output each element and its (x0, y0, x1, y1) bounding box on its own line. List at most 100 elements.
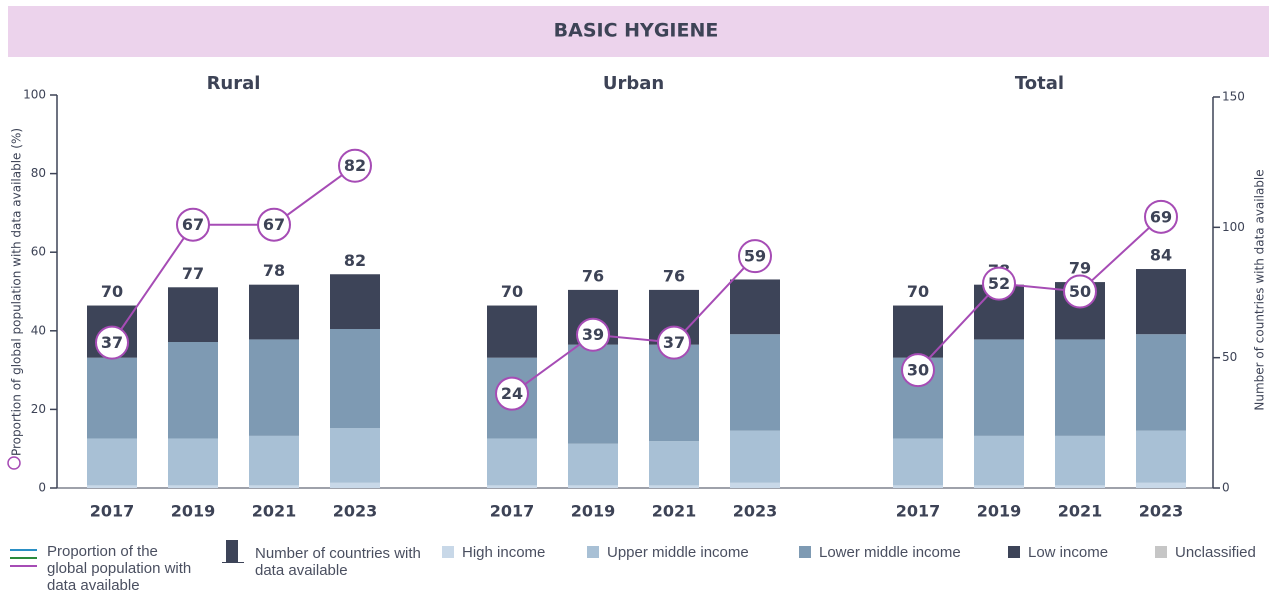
proportion-label: 30 (907, 361, 929, 380)
proportion-marker (738, 239, 772, 274)
x-tick-label: 2023 (733, 502, 778, 521)
legend-bar-icon (222, 540, 244, 563)
y2-tick-label: 100 (1222, 220, 1245, 234)
bar-segment (249, 339, 299, 436)
x-tick-label: 2019 (977, 502, 1022, 521)
legend-label: Low income (1028, 544, 1109, 561)
bar-total-label: 76 (582, 266, 604, 285)
x-tick-label: 2021 (252, 502, 297, 521)
x-tick-label: 2021 (1058, 502, 1103, 521)
bar-segment (974, 435, 1024, 486)
y2-tick-label: 50 (1222, 350, 1237, 364)
bar-segment (249, 435, 299, 486)
y-tick-label: 80 (31, 166, 46, 180)
bar-segment (1136, 269, 1186, 335)
bar-total-label: 84 (1150, 246, 1172, 265)
y2-tick-label: 150 (1222, 90, 1245, 104)
bar-total-label: 77 (182, 264, 204, 283)
legend-label: Unclassified (1175, 544, 1256, 561)
bar-segment (974, 485, 1024, 488)
bar-total-label: 76 (663, 266, 685, 285)
bar-segment (168, 287, 218, 343)
proportion-label: 82 (344, 156, 366, 175)
proportion-label: 39 (582, 325, 604, 344)
bar-segment (730, 482, 780, 488)
bar-segment (1055, 485, 1105, 488)
bar-segment (330, 428, 380, 483)
bar-segment (730, 430, 780, 483)
y-tick-label: 40 (31, 323, 46, 337)
y-axis-label-icon (7, 456, 21, 470)
bar-segment (893, 485, 943, 488)
bar-segment (87, 357, 137, 439)
x-tick-label: 2019 (171, 502, 216, 521)
bar-segment (568, 485, 618, 488)
bar-segment (568, 443, 618, 486)
panel-title: Total (1015, 73, 1064, 94)
panel-title: Urban (603, 73, 664, 94)
proportion-marker (1063, 274, 1097, 309)
legend-line-label: Proportion of the global population with… (47, 543, 192, 594)
proportion-line (111, 164, 356, 344)
x-tick-label: 2023 (333, 502, 378, 521)
x-tick-label: 2021 (652, 502, 697, 521)
x-tick-label: 2023 (1139, 502, 1184, 521)
bar-segment (974, 339, 1024, 436)
legend-swatch (799, 546, 811, 558)
proportion-marker (982, 266, 1016, 301)
bar-segment (730, 334, 780, 431)
y-tick-label: 20 (31, 402, 46, 416)
bar-segment (893, 305, 943, 358)
chart-title: BASIC HYGIENE (554, 20, 719, 42)
proportion-marker (657, 325, 691, 360)
bar-segment (330, 328, 380, 429)
bar-segment (1055, 435, 1105, 486)
bar-segment (249, 284, 299, 340)
title-banner (8, 6, 1269, 57)
legend-line-icon (10, 549, 37, 567)
bar-segment (568, 344, 618, 444)
legend-bar-label: Number of countries with data available (255, 545, 421, 579)
bar-segment (168, 342, 218, 439)
legend-label: High income (462, 544, 546, 561)
bar-total-label: 70 (101, 282, 123, 301)
proportion-marker (95, 325, 129, 360)
proportion-label: 67 (263, 215, 285, 234)
panel-title: Rural (207, 73, 261, 94)
bar-segment (1136, 334, 1186, 431)
y2-tick-label: 0 (1222, 481, 1230, 495)
x-tick-label: 2019 (571, 502, 616, 521)
legend-swatch (442, 546, 454, 558)
bar-segment (487, 305, 537, 358)
bar-total-label: 70 (501, 282, 523, 301)
proportion-label: 37 (663, 333, 685, 352)
bar-segment (487, 438, 537, 486)
bar-segment (1136, 430, 1186, 483)
proportion-marker (338, 148, 372, 183)
bar-segment (487, 485, 537, 488)
bar-total-label: 70 (907, 282, 929, 301)
bar-total-label: 78 (263, 261, 285, 280)
x-tick-label: 2017 (490, 502, 535, 521)
bar-segment (87, 485, 137, 488)
y-tick-label: 0 (38, 481, 46, 495)
bar-segment (168, 438, 218, 486)
proportion-marker (257, 207, 291, 242)
bar-total-label: 79 (1069, 259, 1091, 278)
proportion-label: 67 (182, 215, 204, 234)
legend-swatch (1008, 546, 1020, 558)
bar-total-label: 82 (344, 251, 366, 270)
proportion-line (511, 255, 756, 395)
bar-segment (330, 274, 380, 329)
bar-segment (893, 438, 943, 486)
proportion-marker (901, 353, 935, 388)
proportion-marker (576, 317, 610, 352)
y-axis-label: Proportion of global population with dat… (10, 128, 24, 456)
proportion-label: 59 (744, 247, 766, 266)
bar-segment (249, 485, 299, 488)
proportion-marker (495, 376, 529, 411)
y-tick-label: 100 (23, 88, 46, 102)
bar-segment (649, 441, 699, 486)
